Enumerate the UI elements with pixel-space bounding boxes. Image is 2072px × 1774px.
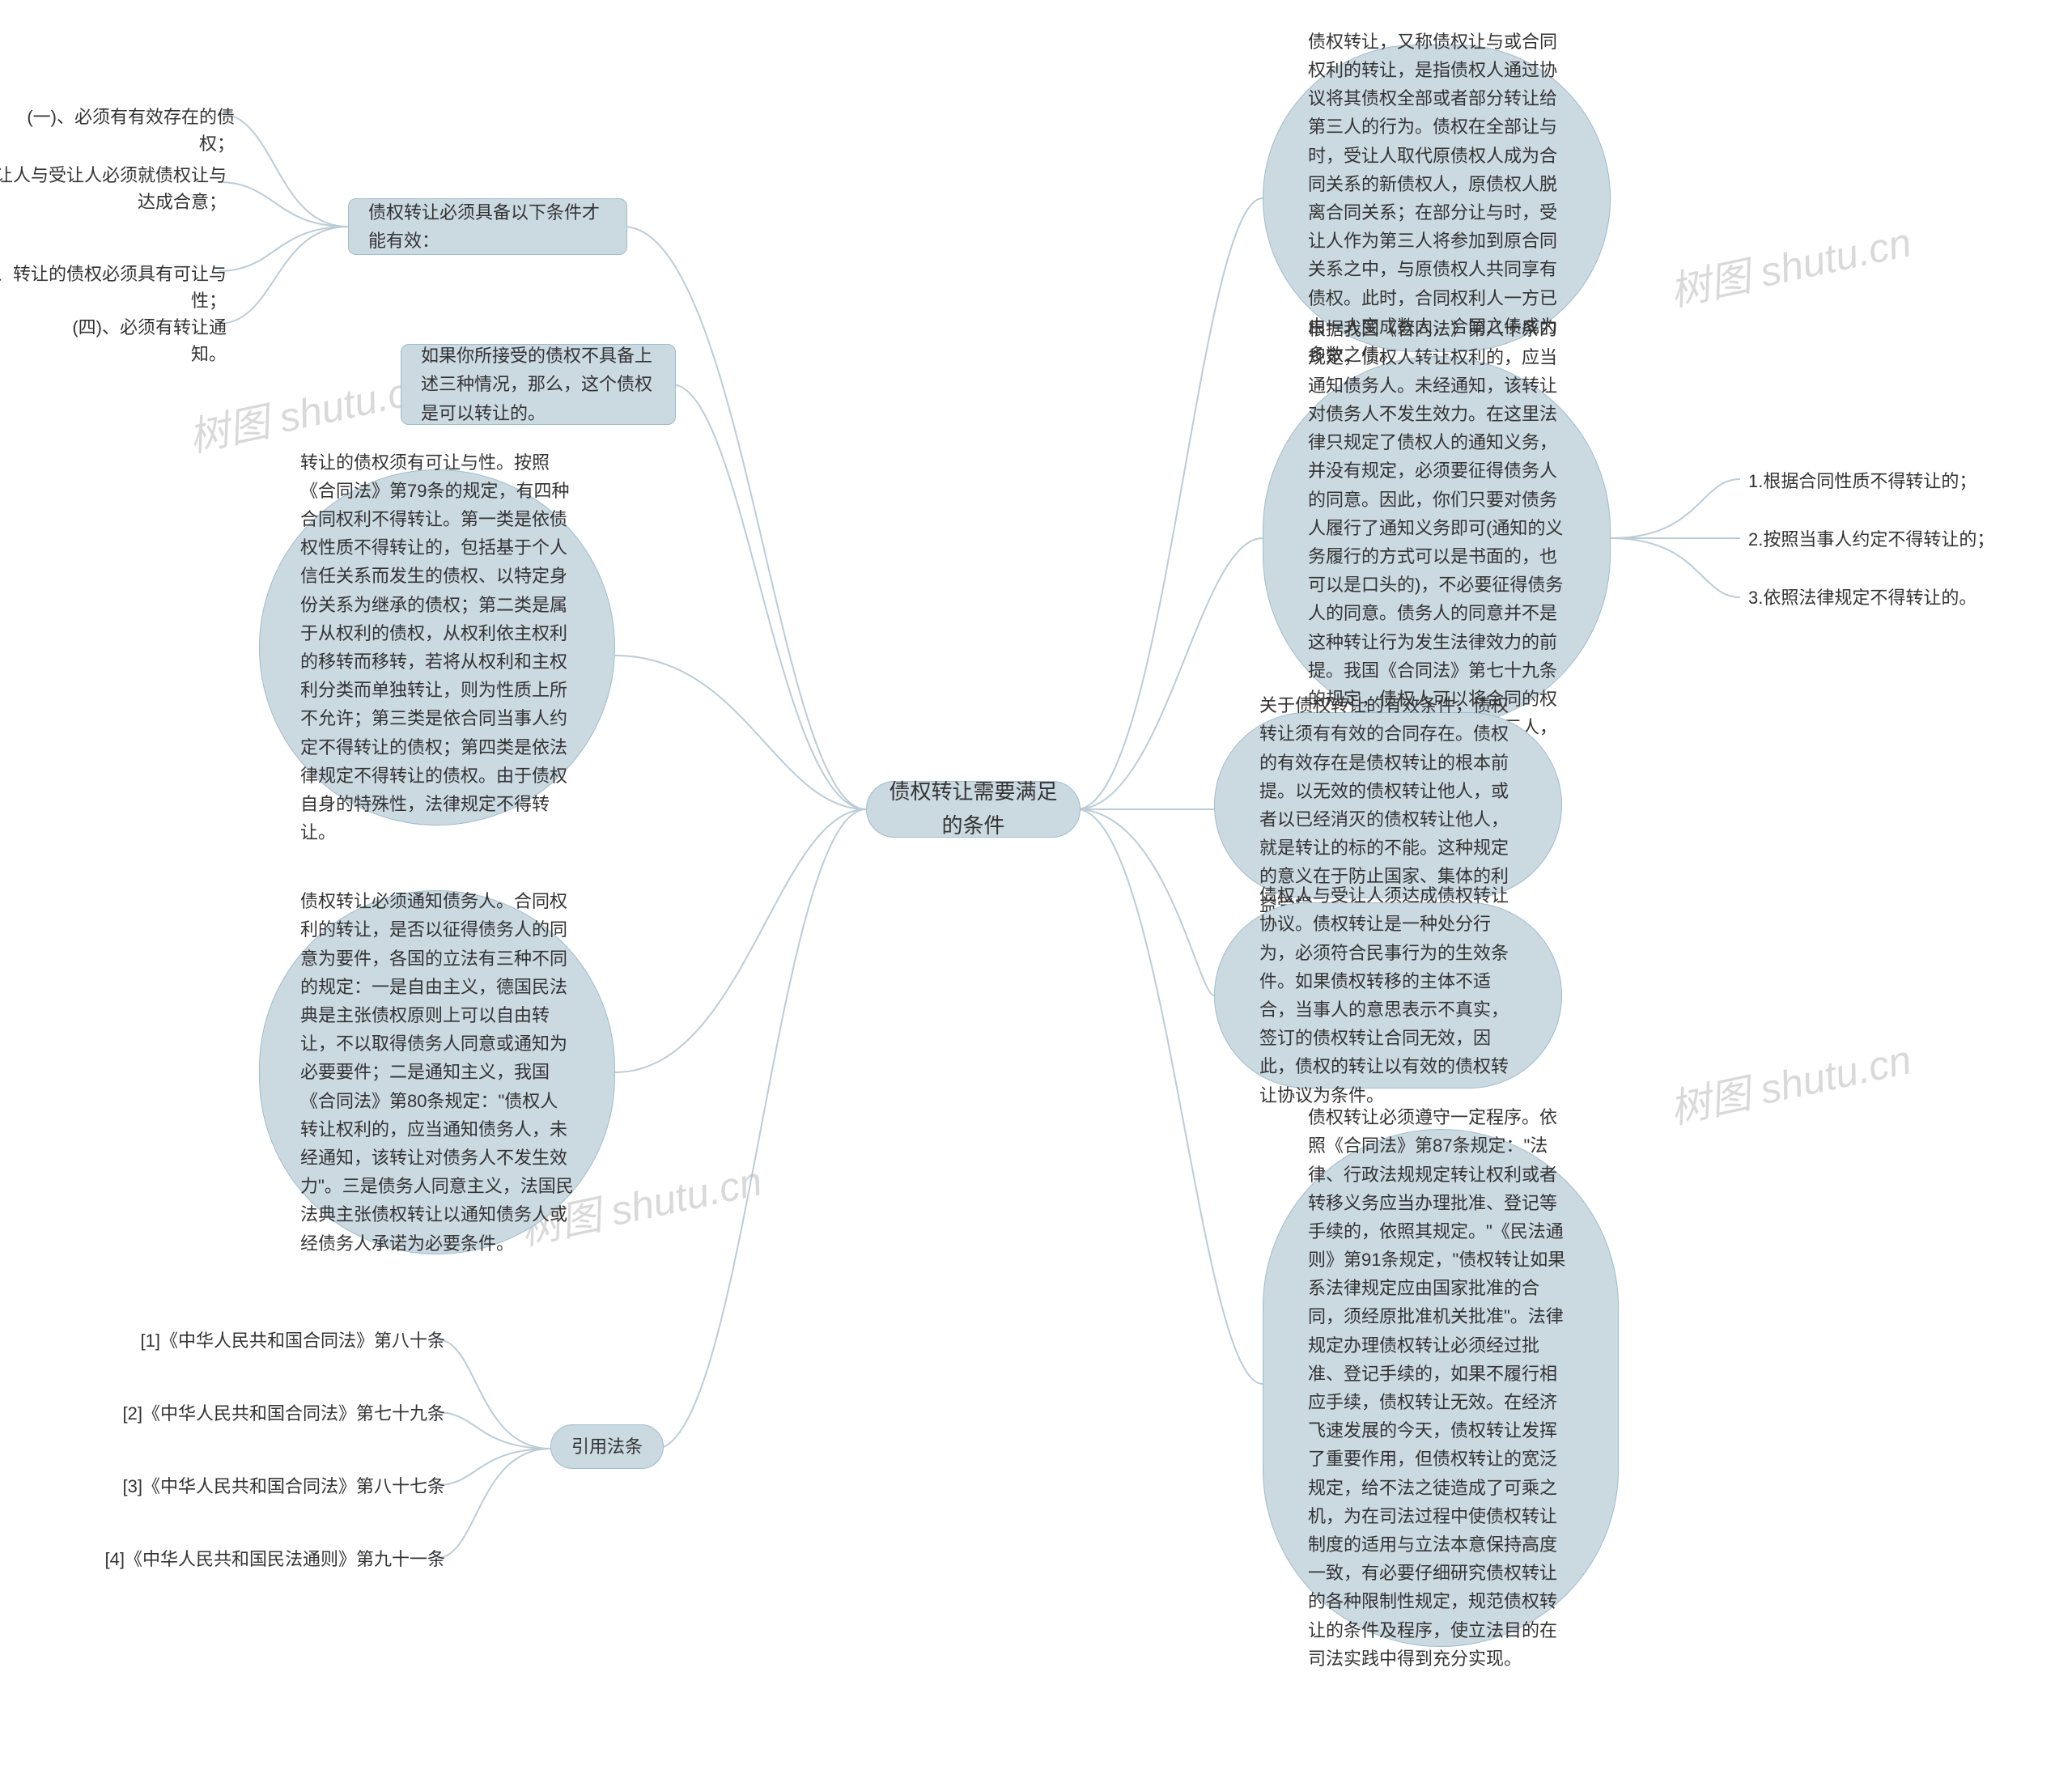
art80-leaf-2: 2.按照当事人约定不得转让的； [1748, 526, 2007, 553]
left-conditions-label: 债权转让必须具备以下条件才能有效： [368, 198, 607, 255]
center-node: 债权转让需要满足的条件 [866, 781, 1081, 838]
watermark: 树图 shutu.cn [183, 355, 435, 463]
left-conditions-node: 债权转让必须具备以下条件才能有效： [348, 198, 627, 255]
condition-leaf-1: (一)、必须有有效存在的债权； [24, 104, 235, 157]
citations-title: 引用法条 [571, 1432, 643, 1461]
right-procedure-node: 债权转让必须遵守一定程序。依照《合同法》第87条规定："法律、行政法规规定转让权… [1263, 1129, 1619, 1647]
left-three-cases-node: 如果你所接受的债权不具备上述三种情况，那么，这个债权是可以转让的。 [401, 344, 676, 425]
right-art80-node: 根据我国《合同法》第八十条的规定，债权人转让权利的，应当通知债务人。未经通知，该… [1263, 356, 1611, 728]
left-transferability-label: 转让的债权须有可让与性。按照《合同法》第79条的规定，有四种合同权利不得转让。第… [300, 448, 574, 847]
watermark: 树图 shutu.cn [1664, 1027, 1916, 1135]
citation-leaf-3: [3]《中华人民共和国合同法》第八十七条 [105, 1473, 445, 1500]
right-validity-node: 关于债权转让的有效条件，债权转让须有有效的合同存在。债权的有效存在是债权转让的根… [1214, 712, 1562, 898]
left-notify-label: 债权转让必须通知债务人。合同权利的转让，是否以征得债务人的同意为要件，各国的立法… [300, 887, 574, 1257]
art80-leaf-3: 3.依照法律规定不得转让的。 [1748, 584, 1991, 611]
watermark: 树图 shutu.cn [1664, 210, 1916, 317]
right-agreement-node: 债权人与受让人须达成债权转让协议。债权转让是一种处分行为，必须符合民事行为的生效… [1214, 902, 1562, 1089]
citation-leaf-1: [1]《中华人民共和国合同法》第八十条 [121, 1327, 445, 1354]
condition-leaf-4: (四)、必须有转让通知。 [49, 314, 227, 367]
right-definition-node: 债权转让，又称债权让与或合同权利的转让，是指债权人通过协议将其债权全部或者部分转… [1263, 45, 1611, 352]
left-transferability-node: 转让的债权须有可让与性。按照《合同法》第79条的规定，有四种合同权利不得转让。第… [259, 469, 615, 825]
art80-leaf-1: 1.根据合同性质不得转让的； [1748, 468, 1991, 494]
right-procedure-label: 债权转让必须遵守一定程序。依照《合同法》第87条规定："法律、行政法规规定转让权… [1308, 1103, 1573, 1673]
left-three-cases-label: 如果你所接受的债权不具备上述三种情况，那么，这个债权是可以转让的。 [421, 342, 656, 427]
condition-leaf-3: (三)、转让的债权必须具有可让与性； [0, 261, 227, 314]
condition-leaf-2: (二)、债权的转让人与受让人必须就债权让与达成合意； [0, 162, 227, 215]
citation-leaf-4: [4]《中华人民共和国民法通则》第九十一条 [89, 1546, 445, 1572]
right-agreement-label: 债权人与受让人须达成债权转让协议。债权转让是一种处分行为，必须符合民事行为的生效… [1259, 881, 1517, 1110]
center-node-label: 债权转让需要满足的条件 [886, 775, 1060, 842]
citations-node: 引用法条 [550, 1424, 664, 1469]
left-notify-node: 债权转让必须通知债务人。合同权利的转让，是否以征得债务人的同意为要件，各国的立法… [259, 890, 615, 1254]
citation-leaf-2: [2]《中华人民共和国合同法》第七十九条 [105, 1400, 445, 1427]
